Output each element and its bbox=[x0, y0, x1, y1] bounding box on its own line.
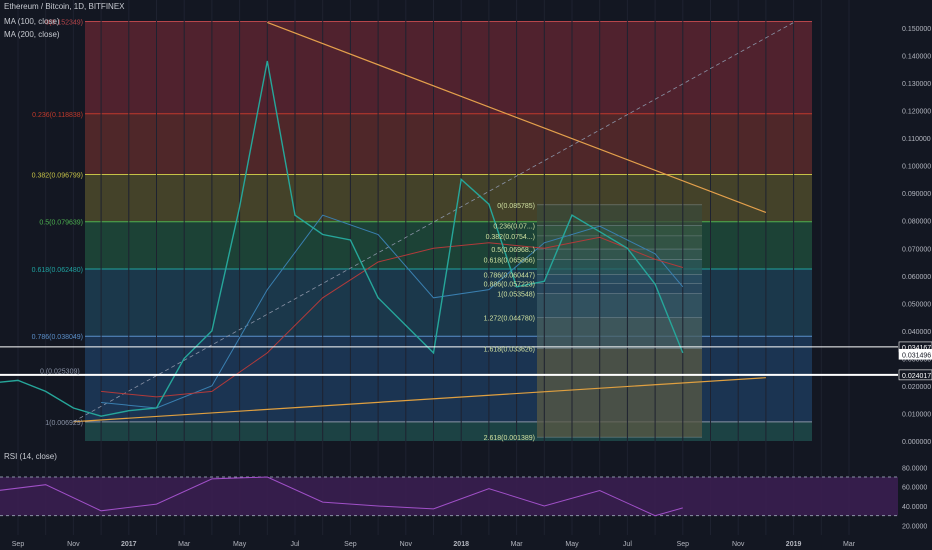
fib-zone bbox=[85, 113, 812, 175]
fib-labels: 0(0.152349) 0.236(0.118838) 0.382(0.096799… bbox=[32, 20, 535, 443]
rsi-line bbox=[0, 476, 683, 517]
fib2-zone bbox=[537, 274, 702, 284]
fib-label: 1(0.006929) bbox=[45, 420, 83, 427]
symbol-title[interactable]: Ethereum / Bitcoin, 1D, BITFINEX bbox=[4, 2, 125, 11]
moving-averages bbox=[101, 214, 684, 409]
price-label: 0.024017 bbox=[902, 373, 931, 380]
x-tick-label: Sep bbox=[344, 541, 357, 548]
fib-zones bbox=[85, 21, 812, 441]
fib2-label: 0.618(0.065866) bbox=[484, 258, 535, 265]
y-tick-label: 0.080000 bbox=[902, 219, 931, 226]
price-label: 0.034167 bbox=[902, 345, 931, 352]
x-tick-label: Jul bbox=[623, 541, 632, 548]
y-tick-label: 0.050000 bbox=[902, 301, 931, 308]
x-tick-label: May bbox=[565, 541, 579, 548]
rsi-tick-label: 20.0000 bbox=[902, 523, 927, 530]
fib2-label: 0.382(0.0754...) bbox=[486, 234, 535, 241]
rsi-tick-label: 40.0000 bbox=[902, 504, 927, 511]
fib-label-partial: 0.(0.025309) bbox=[40, 369, 80, 376]
fib2-zone bbox=[537, 317, 702, 349]
x-tick-label: 2018 bbox=[453, 541, 469, 548]
y-tick-label: 0.000000 bbox=[902, 439, 931, 446]
fib2-zone bbox=[537, 293, 702, 318]
fib2-zone bbox=[537, 225, 702, 236]
rsi-legend[interactable]: RSI (14, close) bbox=[4, 452, 57, 461]
y-tick-label: 0.060000 bbox=[902, 274, 931, 281]
x-tick-label: 2017 bbox=[121, 541, 137, 548]
rsi-panel: 80.0000 60.0000 40.0000 20.0000 bbox=[0, 465, 927, 530]
x-tick-label: Nov bbox=[732, 541, 745, 548]
price-label-box bbox=[898, 369, 932, 381]
rsi-tick-label: 80.0000 bbox=[902, 465, 927, 472]
y-tick-label: 0.110000 bbox=[902, 136, 931, 143]
x-tick-label: Sep bbox=[677, 541, 690, 548]
y-tick-label: 0.130000 bbox=[902, 81, 931, 88]
fib2-zone bbox=[537, 249, 702, 260]
fib-zone bbox=[85, 268, 812, 337]
fib-zone bbox=[85, 21, 812, 114]
x-tick-label: Nov bbox=[400, 541, 413, 548]
y-tick-label: 0.120000 bbox=[902, 109, 931, 116]
price-axis[interactable]: 0.150000 0.140000 0.130000 0.120000 0.110000… bbox=[898, 26, 932, 446]
ma100-legend[interactable]: MA (100, close) bbox=[4, 17, 60, 26]
price-label-box bbox=[898, 348, 932, 360]
fib2-label: 0(0.085785) bbox=[497, 203, 535, 210]
ma200-legend[interactable]: MA (200, close) bbox=[4, 30, 60, 39]
y-tick-label: 0.150000 bbox=[902, 26, 931, 33]
x-tick-label: Sep bbox=[12, 541, 25, 548]
time-axis[interactable]: Sep Nov 2017 Mar May Jul Sep Nov 2018 Mar May Jul Se… bbox=[12, 541, 856, 548]
series-price bbox=[0, 60, 684, 417]
fib2-zone bbox=[537, 348, 702, 438]
y-tick-label: 0.020000 bbox=[902, 384, 931, 391]
fib2-zone bbox=[537, 235, 702, 250]
y-tick-label: 0.090000 bbox=[902, 191, 931, 198]
price-label: 0.031496 bbox=[902, 352, 931, 359]
x-tick-label: 2019 bbox=[786, 541, 802, 548]
fib2-zones bbox=[537, 204, 702, 438]
fib2-label: 2.618(0.001389) bbox=[484, 435, 535, 442]
x-tick-label: Mar bbox=[511, 541, 524, 548]
fib2-label: 0.786(0.060447) bbox=[484, 273, 535, 280]
fib2-label: 0.5(0.06968..) bbox=[491, 247, 535, 254]
trendline-ascending bbox=[73, 377, 766, 423]
fib-zone bbox=[85, 174, 812, 222]
trendlines[interactable] bbox=[73, 21, 794, 423]
series-ma200 bbox=[101, 236, 683, 398]
x-tick-label: Mar bbox=[178, 541, 191, 548]
rsi-band bbox=[0, 477, 898, 516]
fib2-label: 1.618(0.033626) bbox=[484, 346, 535, 353]
y-tick-label: 0.100000 bbox=[902, 164, 931, 171]
fib2-zone bbox=[537, 204, 702, 226]
x-tick-label: May bbox=[233, 541, 247, 548]
fib2-zone bbox=[537, 283, 702, 294]
x-tick-label: Mar bbox=[843, 541, 856, 548]
fib-label: 0(0.152349) bbox=[45, 20, 83, 27]
y-tick-label: 0.070000 bbox=[902, 246, 931, 253]
fib-label: 0.382(0.096799) bbox=[32, 172, 83, 179]
price-series bbox=[0, 60, 684, 417]
fib-label: 0.5(0.079639) bbox=[39, 220, 83, 227]
grid bbox=[17, 0, 850, 535]
y-tick-label: 0.030000 bbox=[902, 356, 931, 363]
fib2-label: 0.886(0.057223) bbox=[484, 281, 535, 288]
fib-zone bbox=[85, 421, 812, 441]
fib-label: 0.236(0.118838) bbox=[32, 112, 83, 119]
fib2-zone bbox=[537, 259, 702, 275]
y-tick-label: 0.140000 bbox=[902, 54, 931, 61]
series-ma100 bbox=[101, 214, 684, 409]
fib-label: 0.618(0.062480) bbox=[32, 267, 83, 274]
fib-label: 0.786(0.038049) bbox=[32, 334, 83, 341]
fib2-label: 0.236(0.07...) bbox=[493, 223, 535, 230]
y-tick-label: 0.010000 bbox=[902, 411, 931, 418]
x-tick-label: Nov bbox=[67, 541, 80, 548]
y-tick-label: 0.040000 bbox=[902, 329, 931, 336]
rsi-tick-label: 60.0000 bbox=[902, 485, 927, 492]
trendline-diagonal-dashed bbox=[73, 22, 794, 423]
x-tick-label: Jul bbox=[291, 541, 300, 548]
fib2-label: 1.272(0.044780) bbox=[484, 316, 535, 323]
horizontal-lines[interactable] bbox=[0, 346, 898, 376]
fib2-label: 1(0.053548) bbox=[497, 292, 535, 299]
trendline-descending bbox=[267, 21, 767, 214]
